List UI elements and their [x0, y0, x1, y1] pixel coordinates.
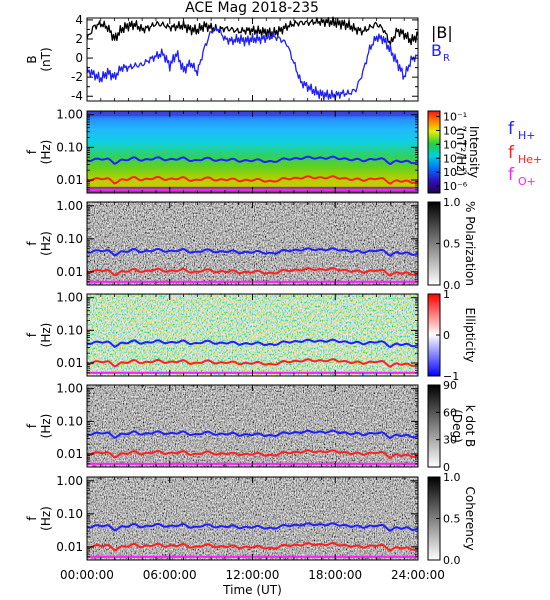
colorbar-tick-label: 90: [443, 379, 457, 392]
gyro-line-f_h: [86, 338, 419, 349]
y-axis-unit: (Hz): [39, 231, 53, 256]
x-tick-label: 00:00:00: [60, 568, 114, 582]
colorbar-tick-label: 0.0: [443, 279, 461, 292]
colorbar-tick-label: −1: [443, 370, 459, 383]
y-tick-label: 0: [75, 51, 83, 65]
colorbar: [427, 384, 441, 468]
x-tick-label: 06:00:00: [143, 568, 197, 582]
colorbar-label: Intensity: [467, 126, 481, 178]
colorbar-tick-label: 30: [443, 434, 457, 447]
y-tick-label: -4: [71, 89, 83, 103]
y-tick-label: 0.10: [56, 232, 83, 246]
colorbar-tick-label: 0.5: [443, 513, 461, 526]
y-axis-unit: (Hz): [39, 414, 53, 439]
colorbar-tick-label: 10⁻⁵: [443, 166, 467, 179]
legend-gyro-subscript: H+: [518, 129, 536, 142]
x-tick-label: 18:00:00: [308, 568, 362, 582]
y-tick-label: 1.00: [56, 108, 83, 122]
b-total-line: [86, 16, 419, 46]
y-tick-label: 0.01: [56, 447, 83, 461]
legend-gyro-subscript: He+: [518, 153, 542, 166]
colorbar-tick-label: 0: [443, 329, 450, 342]
colorbar-label: Coherency: [463, 486, 477, 550]
y-axis-label: f: [25, 241, 39, 246]
gyro-line-f_he: [86, 449, 419, 459]
y-tick-label: 1.00: [56, 474, 83, 488]
gyro-line-f_h: [86, 429, 419, 440]
legend-gyro-subscript: O+: [518, 175, 536, 188]
panel-b-field: 420-2-4B (nT)|B|B R: [25, 13, 453, 103]
colorbar-tick-label: 0.5: [443, 238, 461, 251]
y-tick-label: 0.10: [56, 507, 83, 521]
colorbar-tick-label: 10⁻¹: [443, 111, 467, 124]
panel-intensity: 1.00 0.10 0.01 f (Hz) 10⁻¹10⁻²10⁻³10⁻⁴10⁻⁵10⁻…: [25, 108, 481, 194]
y-axis-label: f: [25, 423, 39, 428]
y-tick-label: 0.01: [56, 265, 83, 279]
colorbar-tick-label: 1: [443, 288, 450, 301]
colorbar-tick-label: 60: [443, 406, 457, 419]
gyro-line-f_he: [86, 175, 419, 185]
y-tick-label: 1.00: [56, 382, 83, 396]
gyro-line-f_h: [86, 247, 419, 257]
colorbar-unit: (nT²/Hz): [454, 128, 468, 176]
colorbar-label: k dot B: [463, 405, 477, 447]
y-tick-label: 0.01: [56, 356, 83, 370]
gyro-line-f_h: [86, 522, 419, 532]
colorbar-tick-label: 10⁻⁴: [443, 152, 468, 165]
gyro-line-f_he: [86, 542, 419, 552]
colorbar-tick-label: 1.0: [443, 471, 461, 484]
y-tick-label: 0.10: [56, 140, 83, 154]
y-axis-unit: (Hz): [39, 506, 53, 531]
y-tick-label: 0.01: [56, 173, 83, 187]
y-tick-label: -2: [71, 70, 83, 84]
legend-gyro-f: f: [508, 143, 515, 163]
colorbar-tick-label: 10⁻²: [443, 124, 467, 137]
colorbar-tick-label: 0: [443, 461, 450, 474]
colorbar-tick-label: 0.0: [443, 554, 461, 567]
y-axis-label: f: [25, 149, 39, 154]
panels: 420-2-4B (nT)|B|B R1.000.100.01f (Hz)10⁻¹10…: [25, 13, 542, 597]
colorbar-label: Ellipticity: [463, 308, 477, 363]
x-tick-label: 12:00:00: [226, 568, 280, 582]
colorbar-tick-label: 10⁻³: [443, 138, 467, 151]
legend-gyro-f: f: [508, 119, 515, 139]
y-tick-label: 1.00: [56, 291, 83, 305]
y-tick-label: 0.10: [56, 414, 83, 428]
gyro-line-f_he: [86, 358, 419, 368]
y-axis-label: B: [25, 55, 39, 63]
y-tick-label: 2: [75, 32, 83, 46]
legend-gyrofrequency: f H+f He+f O+: [508, 119, 542, 188]
gyro-line-f_h: [86, 155, 419, 166]
y-axis-label: f: [25, 332, 39, 337]
y-axis-unit: (Hz): [39, 323, 53, 348]
gyro-line-f_he: [86, 267, 419, 277]
y-axis-unit: (Hz): [39, 140, 53, 165]
panel-ellipticity: 1.00 0.10 0.01 f (Hz) 1 0 −1 Ellipticity: [25, 288, 477, 383]
panel-kdotb: 1.00 0.10 0.01 f (Hz) 90 60 30 0 k dot B(Deg): [25, 379, 477, 474]
colorbar: [427, 110, 441, 194]
colorbar-label: % Polarization: [463, 201, 477, 286]
colorbar-tick-label: 10⁻⁶: [443, 180, 468, 193]
b-r-line: [86, 26, 419, 101]
legend-gyro-f: f: [508, 165, 515, 185]
x-axis: 00:00:00 06:00:00 12:00:00 18:00:00 24:00:00…: [60, 568, 445, 597]
colorbar-tick-label: 1.0: [443, 196, 461, 209]
y-tick-label: 0.10: [56, 323, 83, 337]
colorbar-unit: (Deg): [450, 409, 464, 443]
x-tick-label: 24:00:00: [391, 568, 445, 582]
y-axis-label: f: [25, 516, 39, 521]
y-tick-label: 4: [75, 13, 83, 27]
legend-b-r: B: [431, 41, 442, 60]
panel-polarization: 1.00 0.10 0.01 f (Hz) 1.0 0.5 0.0% Polarization: [25, 196, 477, 292]
legend-b-total: |B|: [431, 23, 453, 42]
chart-title: ACE Mag 2018-235: [185, 0, 319, 16]
y-tick-label: 0.01: [56, 540, 83, 554]
y-tick-label: 1.00: [56, 199, 83, 213]
y-axis-unit: (nT): [39, 47, 53, 71]
x-axis-label: Time (UT): [222, 583, 282, 597]
legend-b-r-subscript: R: [443, 53, 450, 64]
